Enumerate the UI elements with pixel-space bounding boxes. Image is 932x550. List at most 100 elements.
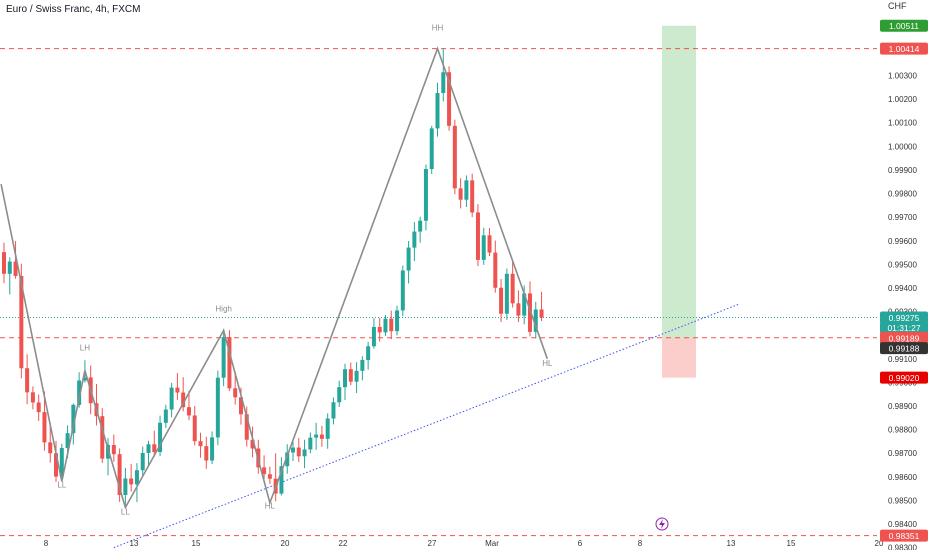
swing-labels: LH LL LL High HL HH HL [57, 24, 553, 517]
candle [140, 446, 145, 477]
candle [123, 467, 128, 508]
candle-body [447, 72, 452, 126]
candle-body [325, 418, 330, 439]
target-price-tag-text: 1.00511 [889, 21, 919, 31]
countdown-tag-text: 01:31:27 [887, 323, 920, 333]
candle [360, 356, 365, 381]
price-tick-label: 0.98700 [888, 449, 917, 458]
countdown-tag-bg [880, 321, 928, 334]
entry-price-2-tag[interactable]: 0.99188 [880, 342, 928, 355]
candle-body [395, 310, 400, 332]
support-price-tag-text: 0.98351 [889, 531, 920, 541]
lightning-icon[interactable] [655, 517, 669, 531]
candle-body [487, 235, 492, 253]
candle [510, 261, 515, 308]
candle-body [331, 402, 336, 419]
candle-body [13, 261, 18, 276]
trendline-layer [113, 304, 739, 549]
candle [48, 422, 53, 463]
horizontal-levels [0, 48, 877, 537]
candle [54, 440, 59, 483]
candle-body [383, 318, 388, 333]
candle-body [82, 377, 87, 381]
price-tick-label: 1.00100 [888, 119, 917, 128]
candle [30, 386, 35, 410]
candle [343, 363, 348, 401]
current-price-tag[interactable]: 0.99275 [880, 311, 928, 324]
price-tick-label: 0.99800 [888, 190, 917, 199]
candle-body [146, 444, 151, 453]
price-tick-label: 0.98300 [888, 544, 917, 550]
price-tick-label: 0.99600 [888, 237, 917, 246]
candle-body [510, 273, 515, 304]
candle-body [54, 453, 59, 477]
trendline[interactable] [113, 304, 739, 549]
time-tick-label: 8 [638, 539, 643, 548]
candle [106, 438, 111, 476]
price-tick-label: 0.99400 [888, 284, 917, 293]
candle [267, 466, 272, 484]
chart-title: Euro / Swiss Franc, 4h, FXCM [6, 4, 140, 15]
candle-body [186, 407, 191, 416]
price-axis: 1.00300 1.00200 1.00100 1.00000 0.99900 0.998… [877, 0, 932, 550]
target-price-tag[interactable]: 1.00511 [880, 19, 928, 32]
stop-price-tag[interactable]: 0.99020 [880, 371, 928, 384]
entry-price-tag[interactable]: 0.99189 [880, 331, 928, 344]
candle [493, 240, 498, 293]
entry-price-2-tag-bg [880, 342, 928, 355]
candle-body [215, 377, 220, 438]
candle [389, 310, 394, 340]
swing-label: LL [57, 480, 66, 489]
candle [371, 318, 376, 349]
candle-body [441, 72, 446, 94]
candle-body [163, 409, 168, 423]
loss-zone[interactable] [662, 337, 696, 378]
price-tick-label: 0.99100 [888, 355, 917, 364]
candle [412, 222, 417, 262]
candle-body [181, 392, 186, 408]
candle-body [19, 275, 24, 369]
candle [129, 463, 134, 492]
price-axis-bg [877, 0, 932, 550]
position-zones [662, 25, 696, 378]
candle-body [77, 380, 82, 405]
candle [470, 173, 475, 218]
time-tick-label: 13 [727, 539, 736, 548]
countdown-tag[interactable]: 01:31:27 [880, 321, 928, 334]
candle [441, 48, 446, 102]
candle [400, 265, 405, 317]
price-tick-label: 0.98500 [888, 496, 917, 505]
candle-body [262, 467, 267, 475]
candle-body [152, 444, 157, 453]
entry-price-2-tag-text: 0.99188 [889, 344, 920, 354]
candle [25, 354, 30, 405]
zigzag-line[interactable] [0, 46, 549, 510]
candle-body [354, 370, 359, 382]
candle-body [285, 452, 290, 467]
candle [146, 440, 151, 467]
candle [181, 377, 186, 412]
candle [2, 242, 6, 284]
candle [308, 432, 313, 454]
candle-body [123, 478, 128, 495]
price-tick-label: 0.99500 [888, 260, 917, 269]
profit-zone[interactable] [662, 25, 696, 338]
candle [516, 290, 521, 322]
stop-price-tag-bg [880, 371, 928, 384]
candle-body [65, 433, 70, 449]
candle [279, 457, 284, 496]
support-price-tag[interactable]: 0.98351 [880, 529, 928, 542]
time-tick-label: 22 [339, 539, 348, 548]
candle [210, 431, 215, 465]
target-price-tag-bg [880, 19, 928, 32]
candle [325, 413, 330, 449]
candle-body [539, 309, 544, 318]
resistance-price-tag[interactable]: 1.00414 [880, 42, 928, 55]
candle [117, 448, 122, 502]
candle-body [291, 447, 295, 453]
candle-body [36, 402, 41, 413]
candle-body [30, 392, 35, 403]
candle-body [71, 404, 76, 434]
